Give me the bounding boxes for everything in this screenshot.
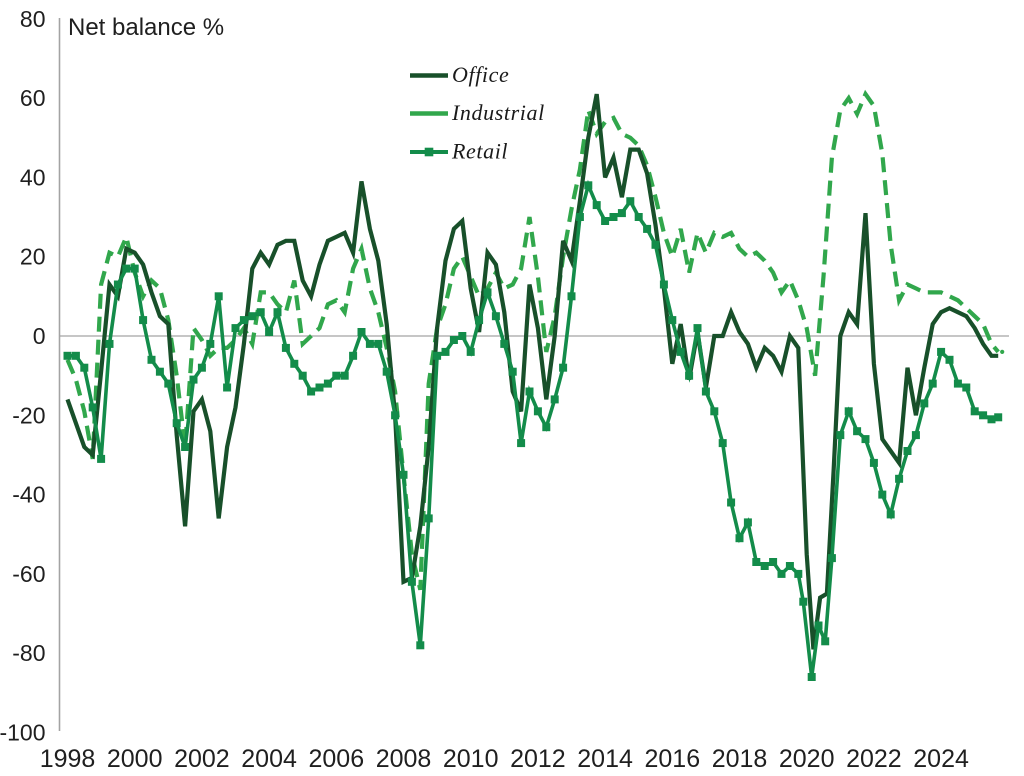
svg-text:2002: 2002 [174,745,230,773]
svg-text:Net balance %: Net balance % [68,14,224,41]
svg-text:40: 40 [20,164,46,190]
svg-text:20: 20 [20,244,46,270]
svg-text:-80: -80 [12,640,45,666]
svg-text:2018: 2018 [712,745,768,773]
svg-text:-60: -60 [12,561,45,587]
svg-text:80: 80 [20,6,46,32]
svg-text:Retail: Retail [451,139,508,164]
svg-text:Office: Office [452,62,509,87]
svg-text:-100: -100 [0,720,46,746]
svg-text:60: 60 [20,85,46,111]
svg-text:1998: 1998 [40,745,96,773]
svg-text:2016: 2016 [644,745,700,773]
svg-text:-20: -20 [12,402,45,428]
svg-text:2004: 2004 [241,745,297,773]
svg-text:2000: 2000 [107,745,163,773]
svg-text:2006: 2006 [308,745,364,773]
svg-text:Industrial: Industrial [451,100,545,125]
svg-text:2020: 2020 [779,745,835,773]
svg-text:2014: 2014 [577,745,633,773]
svg-text:2024: 2024 [913,745,969,773]
svg-text:2022: 2022 [846,745,902,773]
svg-text:2008: 2008 [376,745,432,773]
svg-text:-40: -40 [12,482,45,508]
svg-text:2010: 2010 [443,745,499,773]
svg-text:2012: 2012 [510,745,566,773]
svg-text:0: 0 [33,323,46,349]
